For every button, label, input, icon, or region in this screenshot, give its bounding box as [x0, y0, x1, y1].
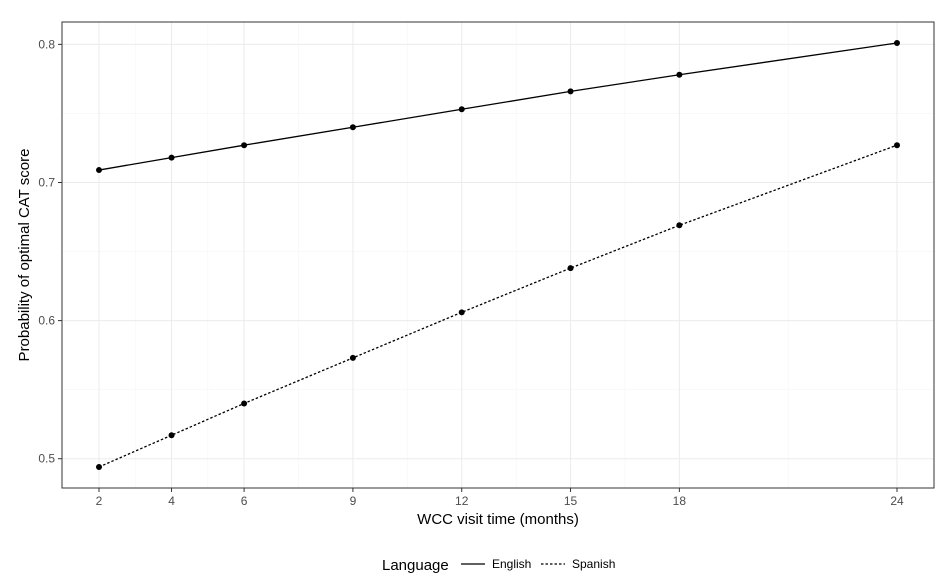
x-tick-label: 18: [673, 494, 687, 508]
data-point-spanish: [168, 432, 175, 439]
grid: [62, 22, 934, 488]
data-point-spanish: [567, 265, 574, 272]
legend-label-spanish: Spanish: [572, 557, 615, 571]
data-point-spanish: [676, 222, 683, 229]
x-axis-title: WCC visit time (months): [417, 511, 579, 528]
x-tick-label: 2: [96, 494, 103, 508]
series-english: [96, 40, 900, 174]
y-tick-label: 0.7: [38, 175, 55, 189]
series-line-english: [98, 42, 898, 171]
x-tick-label: 12: [455, 494, 469, 508]
x-tick-label: 15: [564, 494, 578, 508]
data-point-spanish: [349, 354, 356, 361]
y-tick-label: 0.8: [38, 37, 55, 51]
series-spanish: [96, 142, 900, 470]
legend-title: Language: [382, 557, 449, 574]
data-point-english: [168, 154, 175, 161]
data-point-spanish: [894, 142, 900, 149]
panel-border: [61, 21, 935, 489]
data-point-english: [894, 40, 900, 46]
legend: Language English Spanish: [382, 557, 615, 574]
data-point-english: [567, 88, 574, 95]
y-tick-label: 0.5: [38, 452, 55, 466]
x-tick-label: 24: [890, 494, 904, 508]
series-layer: [96, 40, 900, 470]
y-axis-title: Probability of optimal CAT score: [16, 149, 33, 362]
y-tick-label: 0.6: [38, 314, 55, 328]
data-point-spanish: [458, 309, 465, 316]
x-tick-label: 9: [350, 494, 357, 508]
axes: 2 4 6 9 12 15 18 240.50.60.70.8: [38, 37, 904, 508]
data-point-english: [676, 71, 683, 78]
data-point-english: [241, 142, 248, 149]
data-point-spanish: [96, 464, 102, 470]
series-line-spanish: [98, 144, 898, 468]
data-point-english: [96, 167, 102, 174]
x-tick-label: 4: [168, 494, 175, 508]
data-point-english: [349, 124, 356, 131]
x-tick-label: 6: [241, 494, 248, 508]
data-point-english: [458, 106, 465, 113]
legend-label-english: English: [492, 557, 531, 571]
data-point-spanish: [241, 400, 248, 407]
